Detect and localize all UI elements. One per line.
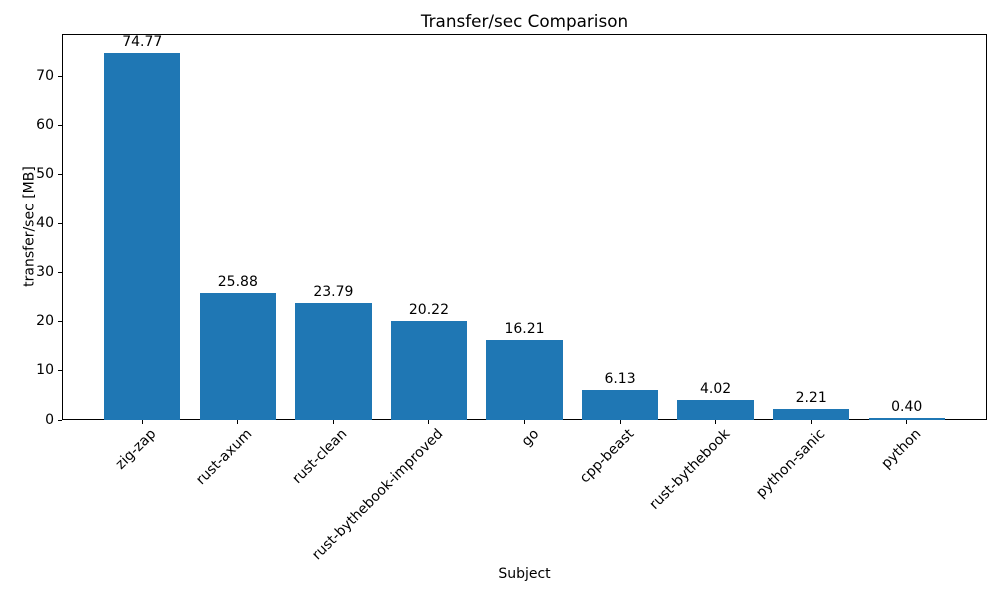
y-tick-label: 40 <box>36 215 54 232</box>
y-tick-label: 70 <box>36 67 54 84</box>
y-tick-label: 20 <box>36 313 54 330</box>
bar <box>199 292 277 420</box>
y-tick-label: 60 <box>36 116 54 133</box>
bar-value-label: 4.02 <box>700 381 732 398</box>
bar-value-label: 20.22 <box>408 301 449 318</box>
x-tick-mark <box>332 420 334 424</box>
y-tick-label: 0 <box>45 411 54 428</box>
x-axis-label: Subject <box>498 566 551 582</box>
x-tick-mark <box>906 420 908 424</box>
y-tick-mark <box>58 75 62 77</box>
bar-value-label: 2.21 <box>795 390 827 407</box>
chart-title: Transfer/sec Comparison <box>420 11 629 31</box>
y-tick-mark <box>58 272 62 274</box>
x-tick-mark <box>524 420 525 424</box>
bar <box>104 52 181 420</box>
bar <box>390 320 468 420</box>
y-tick-mark <box>58 370 62 372</box>
y-tick-label: 10 <box>36 362 54 379</box>
bar-value-label: 23.79 <box>313 284 354 301</box>
bar-value-label: 6.13 <box>604 370 636 387</box>
y-tick-mark <box>58 223 62 225</box>
bar-value-label: 16.21 <box>504 321 545 338</box>
bar <box>868 418 945 420</box>
x-tick-mark <box>428 420 430 424</box>
x-tick-mark <box>715 420 717 424</box>
x-tick-mark <box>810 420 812 424</box>
bar-value-label: 0.40 <box>891 399 923 416</box>
bar-value-label: 25.88 <box>217 273 258 290</box>
bar <box>295 303 372 420</box>
y-tick-mark <box>58 419 62 421</box>
y-tick-label: 30 <box>36 264 54 281</box>
bar <box>581 389 659 420</box>
bar <box>486 340 563 420</box>
x-tick-mark <box>619 420 621 424</box>
bar-value-label: 74.77 <box>122 33 163 50</box>
bar <box>772 409 850 420</box>
bar <box>677 400 754 420</box>
y-tick-mark <box>58 173 62 175</box>
y-tick-mark <box>58 124 62 126</box>
x-tick-mark <box>237 420 239 424</box>
y-tick-label: 50 <box>36 165 54 182</box>
y-tick-mark <box>58 321 62 323</box>
x-tick-mark <box>141 420 143 424</box>
